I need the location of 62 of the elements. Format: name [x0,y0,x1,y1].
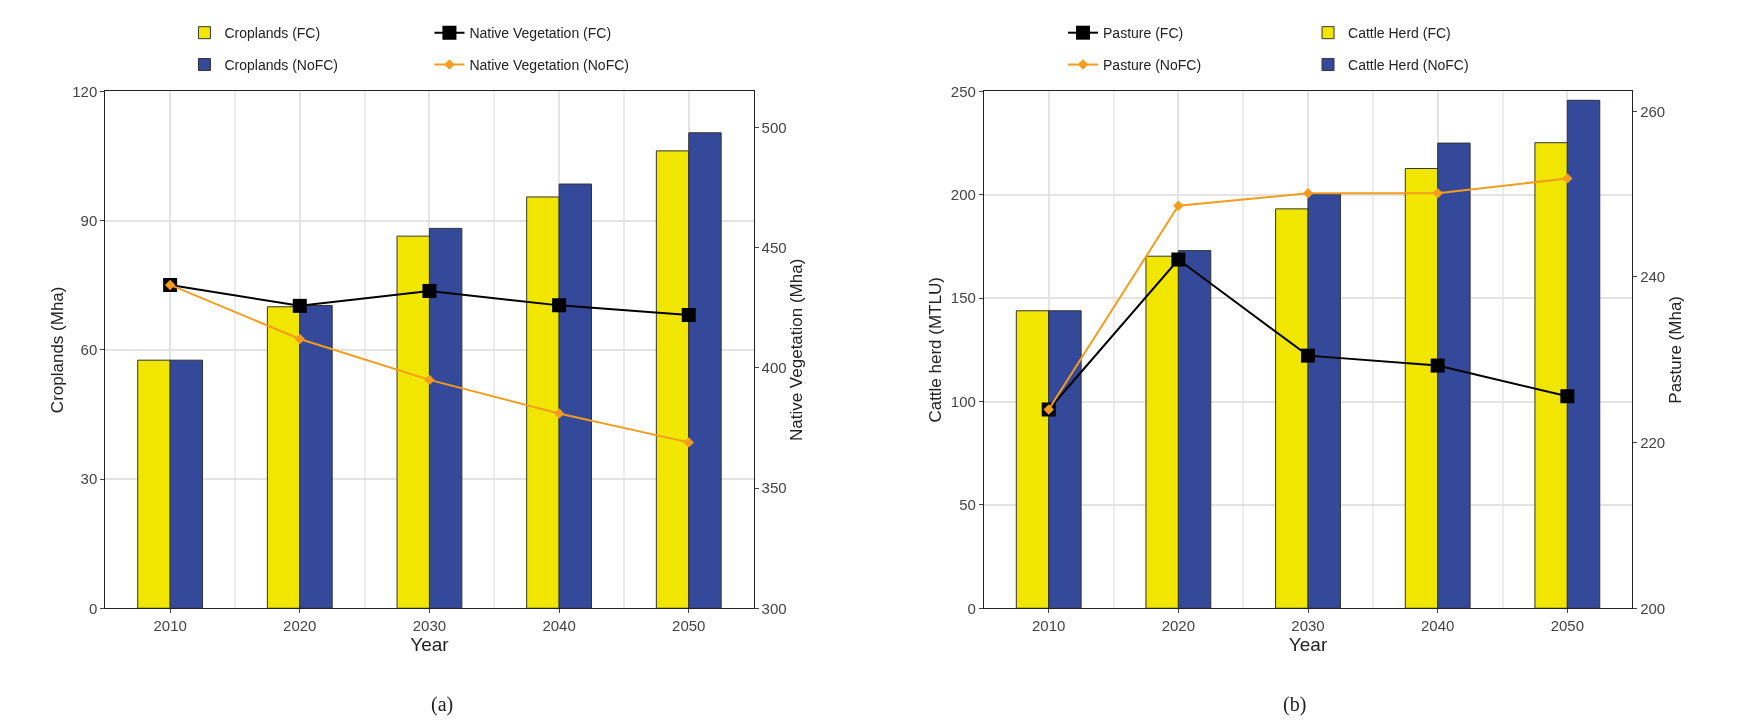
y-tick-label: 250 [950,82,976,100]
y-tick-label: 0 [88,599,98,617]
y-axis-title: Cattle herd (MTLU) [926,277,946,423]
x-tick-label: 2020 [1161,617,1196,635]
y-tick-label: 60 [80,341,98,359]
legend-label: Native Vegetation (FC) [469,25,612,42]
x-tick-label: 2040 [1421,617,1455,635]
legend-label: Croplands (NoFC) [224,57,339,73]
y2-tick-label: 260 [1640,102,1666,120]
x-tick-label: 2050 [1550,617,1585,635]
point [294,333,305,345]
point [1301,348,1316,363]
y2-tick-label: 200 [1640,599,1666,617]
y-tick-label: 50 [959,496,976,514]
y-tick-label: 90 [80,211,98,229]
point [292,298,307,313]
point [681,307,696,322]
point [422,283,437,298]
y-tick-label: 30 [80,470,98,488]
legend-label: Cattle Herd (FC) [1348,25,1451,42]
y-tick-label: 0 [967,599,976,617]
point [1302,188,1314,199]
y2-tick-label: 400 [761,359,787,377]
y-tick-label: 200 [950,186,976,204]
y2-axis-title: Pasture (Mha) [1665,295,1685,404]
point [1562,173,1573,184]
legend-label: Native Vegetation (NoFC) [469,57,629,73]
text: (b) [1283,693,1307,716]
y2-tick-label: 350 [761,479,787,497]
point [1173,200,1184,211]
point [553,408,565,419]
y-axis-title: Croplands (Mha) [47,286,67,414]
x-axis-title: Year [410,634,450,656]
y2-tick-label: 240 [1640,268,1666,286]
y2-tick-label: 450 [761,238,787,256]
point [1171,252,1186,267]
y-tick-label: 150 [950,289,976,307]
text: (a) [431,693,454,716]
y-tick-label: 100 [950,392,976,410]
legend-label: Cattle Herd (NoFC) [1348,57,1469,73]
y2-axis-title: Native Vegetation (Mha) [787,258,807,442]
x-tick-label: 2050 [672,617,706,635]
x-tick-label: 2020 [283,617,317,635]
x-tick-label: 2010 [153,617,187,635]
y2-tick-label: 220 [1640,433,1666,451]
point [424,374,435,386]
legend-label: Pasture (FC) [1103,25,1184,42]
point [1430,358,1445,373]
x-tick-label: 2030 [412,617,447,635]
point [1432,188,1443,199]
legend-label: Pasture (NoFC) [1103,57,1202,73]
x-tick-label: 2010 [1032,617,1066,635]
point [1560,389,1575,404]
x-tick-label: 2030 [1291,617,1325,635]
x-tick-label: 2040 [542,617,576,635]
y2-tick-label: 500 [761,118,787,136]
legend-label: Croplands (FC) [224,25,321,42]
point [683,437,694,448]
y2-tick-label: 300 [761,599,787,617]
y-tick-label: 120 [72,82,98,100]
point [552,298,567,313]
x-axis-title: Year [1288,634,1328,656]
